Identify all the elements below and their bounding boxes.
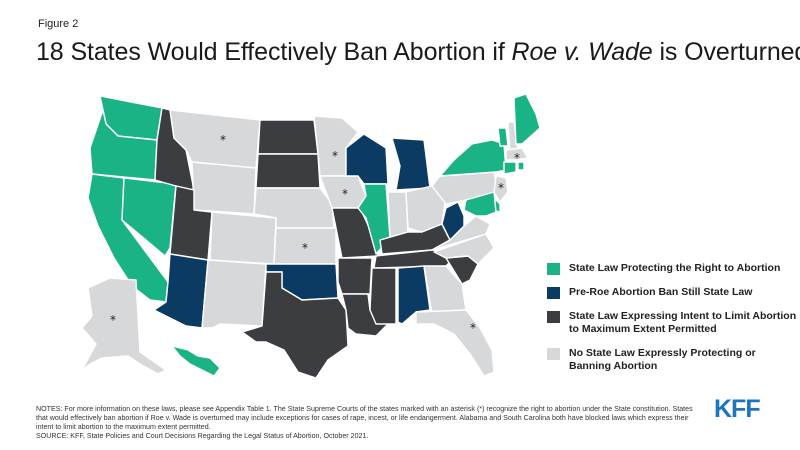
us-states-map: * * * * * * * *	[81, 93, 541, 378]
legend-label: State Law Expressing Intent to Limit Abo…	[569, 310, 797, 335]
asterisk-ak: *	[110, 313, 116, 327]
state-la	[341, 293, 389, 337]
legend-swatch-intent-to-limit	[547, 311, 560, 323]
legend-swatch-pre-roe-ban	[547, 287, 560, 299]
state-me	[513, 93, 541, 145]
state-nj	[493, 175, 509, 203]
title-italic-case-name: Roe v. Wade	[511, 38, 653, 66]
legend: State Law Protecting the Right to Aborti…	[547, 262, 797, 384]
title-part-1: 18 States Would Effectively Ban Abortion…	[36, 38, 512, 66]
asterisk-mt: *	[220, 133, 226, 147]
asterisk-ma: *	[514, 151, 520, 165]
legend-swatch-no-law	[547, 348, 560, 360]
title-part-2: is Overturned	[652, 38, 800, 66]
state-ri	[517, 161, 525, 171]
figure-label: Figure 2	[38, 18, 79, 30]
state-md	[463, 191, 497, 217]
state-ar	[337, 257, 373, 295]
kff-logo: KFF	[714, 396, 761, 420]
state-il	[357, 183, 391, 255]
state-wy	[191, 161, 257, 215]
legend-item-protecting: State Law Protecting the Right to Aborti…	[547, 262, 797, 275]
state-ny	[439, 139, 507, 177]
state-tx	[241, 271, 349, 378]
state-mi	[391, 137, 431, 191]
asterisk-nj: *	[498, 181, 504, 195]
legend-item-pre-roe-ban: Pre-Roe Abortion Ban Still State Law	[547, 286, 797, 299]
legend-label: No State Law Expressly Protecting or Ban…	[569, 347, 756, 372]
page-title: 18 States Would Effectively Ban Abortion…	[36, 38, 800, 67]
state-ak	[81, 277, 167, 375]
legend-label: Pre-Roe Abortion Ban Still State Law	[569, 286, 753, 298]
legend-swatch-protecting	[547, 263, 560, 275]
state-sd	[255, 153, 321, 189]
state-hi	[171, 345, 221, 377]
state-ct	[503, 161, 517, 175]
state-ms	[369, 267, 397, 325]
state-wv	[441, 201, 465, 241]
asterisk-ia: *	[342, 187, 348, 201]
state-nd	[257, 119, 319, 155]
state-vt	[497, 127, 509, 147]
legend-item-intent-to-limit: State Law Expressing Intent to Limit Abo…	[547, 310, 797, 336]
asterisk-fl: *	[470, 321, 476, 335]
state-fl	[415, 309, 495, 377]
asterisk-mn: *	[332, 149, 338, 163]
state-wi	[345, 133, 389, 185]
state-nm	[201, 259, 267, 329]
notes-text: NOTES: For more information on these law…	[36, 405, 693, 432]
state-co	[209, 211, 277, 265]
state-ga	[423, 265, 467, 315]
source-text: SOURCE: KFF, State Policies and Court De…	[36, 432, 369, 440]
state-ma	[505, 147, 529, 161]
state-in	[387, 191, 409, 239]
legend-item-no-law: No State Law Expressly Protecting or Ban…	[547, 347, 797, 373]
kff-logo-text: KFF	[714, 396, 760, 420]
asterisk-ks: *	[302, 241, 308, 255]
legend-label: State Law Protecting the Right to Aborti…	[569, 262, 781, 274]
